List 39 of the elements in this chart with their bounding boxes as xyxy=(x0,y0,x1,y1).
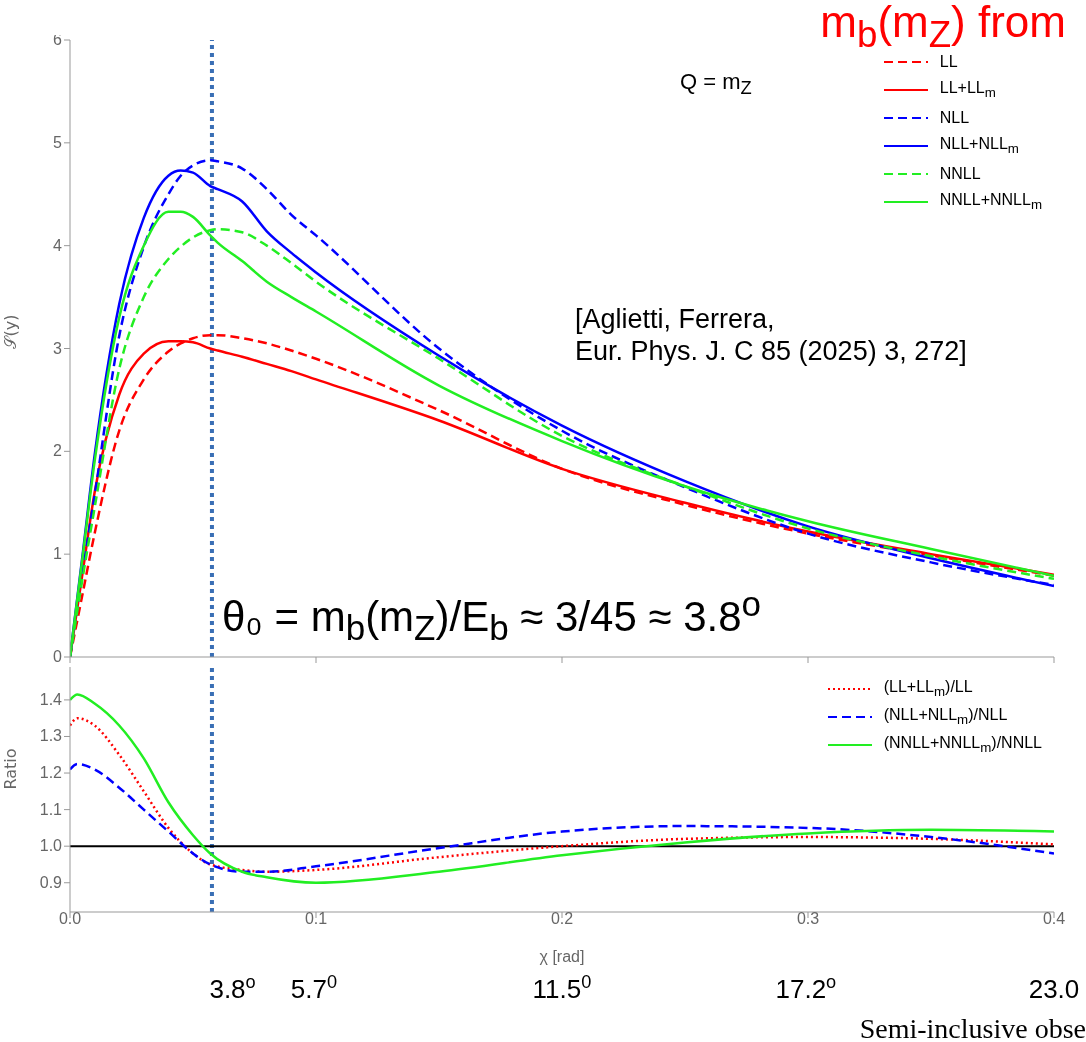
y-tick-label: 3 xyxy=(53,339,63,357)
legend-label: NLL+NLL$_{m}$ xyxy=(939,135,1019,157)
y-tick-label: 5 xyxy=(53,133,63,151)
legend-label: (NLL+NLL$_{m}$)/NLL xyxy=(883,706,1008,728)
y-tick-label: 0 xyxy=(53,648,63,665)
annotation: Q = m$_{Z}$ xyxy=(680,69,752,100)
x-tick-label: 0.1 xyxy=(304,910,328,927)
y-tick-label: 1.2 xyxy=(39,764,63,782)
y-tick-label: 1.0 xyxy=(39,837,63,855)
y-tick-label: 2 xyxy=(53,442,63,460)
x-tick-label: 0.0 xyxy=(58,910,82,927)
y-tick-label: 1.3 xyxy=(39,727,63,745)
x-tick-label: 0.2 xyxy=(550,910,574,927)
y-tick-label: 0.9 xyxy=(39,873,63,891)
x2-tick-label: 23.0 xyxy=(1028,974,1080,1004)
y-tick-label: 4 xyxy=(53,236,63,254)
y-axis-title: 𝒮(y) xyxy=(0,314,20,349)
y-axis-title: Ratio xyxy=(0,748,20,790)
y-tick-label: 1 xyxy=(53,545,63,563)
x2-tick-label: 5.7$^{0}$ xyxy=(290,972,337,1004)
x2-axis-title: Semi-inclusive obse xyxy=(859,1013,1086,1042)
annotation: θ₀ = m$_{b}$(m$_{Z}$)/E$_{b}$ ≈ 3/45 ≈ 3.8$^{o}$ xyxy=(222,583,762,650)
x-axis-title: χ [rad] xyxy=(539,948,585,965)
x-tick-label: 0.4 xyxy=(1042,910,1066,927)
y-tick-label: 1.1 xyxy=(39,800,63,818)
legend-label: NNLL+NNLL$_{m}$ xyxy=(939,191,1042,213)
y-tick-label: 1.4 xyxy=(39,690,63,708)
legend-label: (NNLL+NNLL$_{m}$)/NNLL xyxy=(883,734,1042,756)
chart-title: m$_{b}$(m$_{Z}$) from xyxy=(820,0,1066,55)
x2-tick-label: 17.2$^{o}$ xyxy=(775,972,837,1004)
x-tick-label: 0.3 xyxy=(796,910,820,927)
legend-label: LL+LL$_{m}$ xyxy=(939,79,996,101)
legend-label: NLL xyxy=(939,109,970,127)
legend-label: NNLL xyxy=(939,165,981,183)
legend-label: LL xyxy=(939,53,958,71)
x2-tick-label: 11.5$^{0}$ xyxy=(532,972,592,1004)
x2-tick-label: 3.8$^{o}$ xyxy=(209,972,256,1004)
legend-label: (LL+LL$_{m}$)/LL xyxy=(883,678,973,700)
annotation: [Aglietti, Ferrera, Eur. Phys. J. C 85 (2025) 3, 272] xyxy=(575,303,967,368)
